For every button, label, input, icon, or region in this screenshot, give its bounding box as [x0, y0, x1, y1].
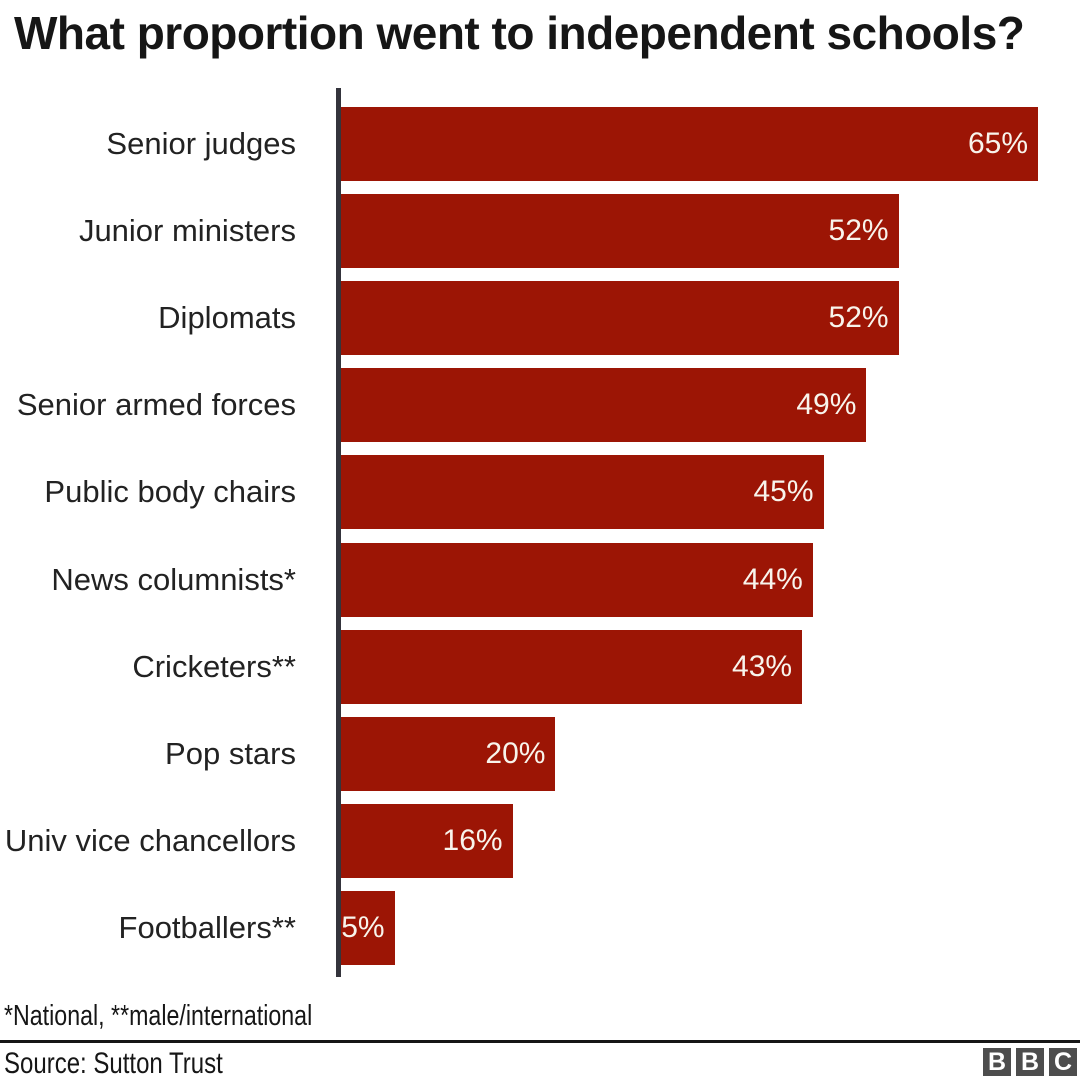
y-axis-line: [336, 88, 341, 977]
value-label: 49%: [796, 388, 857, 422]
value-label: 43%: [732, 649, 793, 683]
chart-row: Senior armed forces 49%: [0, 362, 1080, 449]
category-label: Pop stars: [165, 735, 296, 771]
bar: 45%: [341, 455, 824, 530]
chart-row: Footballers** 5%: [0, 885, 1080, 972]
category-label: Cricketers**: [132, 648, 296, 684]
divider-line: [0, 1040, 1080, 1043]
chart-row: Diplomats 52%: [0, 274, 1080, 361]
chart-title: What proportion went to independent scho…: [14, 7, 1025, 59]
chart-row: Senior judges 65%: [0, 100, 1080, 187]
bar: 44%: [341, 542, 813, 617]
chart-row: News columnists* 44%: [0, 536, 1080, 623]
bar: 20%: [341, 716, 556, 791]
chart-row: Public body chairs 45%: [0, 449, 1080, 536]
value-label: 52%: [828, 213, 889, 247]
value-label: 44%: [742, 562, 803, 596]
bbc-logo-block: B: [1016, 1048, 1044, 1076]
value-label: 52%: [828, 300, 889, 334]
category-label: Univ vice chancellors: [4, 823, 296, 859]
source-text: Source: Sutton Trust: [4, 1047, 223, 1080]
category-label: Public body chairs: [44, 474, 296, 510]
category-label: Junior ministers: [78, 212, 296, 248]
bar: 65%: [341, 106, 1038, 181]
bar: 52%: [341, 193, 899, 268]
value-label: 5%: [341, 911, 385, 945]
bbc-logo-block: B: [983, 1048, 1011, 1076]
category-label: Senior judges: [106, 125, 296, 161]
bar: 5%: [341, 891, 395, 966]
chart-row: Pop stars 20%: [0, 710, 1080, 797]
bar: 49%: [341, 368, 867, 443]
footnote: *National, **male/international: [4, 1000, 313, 1032]
value-label: 20%: [485, 736, 546, 770]
bar: 43%: [341, 629, 803, 704]
category-label: Senior armed forces: [16, 387, 296, 423]
chart-row: Univ vice chancellors 16%: [0, 798, 1080, 885]
value-label: 45%: [753, 475, 814, 509]
category-label: News columnists*: [51, 561, 296, 597]
category-label: Footballers**: [118, 910, 296, 946]
category-label: Diplomats: [158, 299, 296, 335]
bar: 16%: [341, 804, 513, 879]
chart-row: Junior ministers 52%: [0, 187, 1080, 274]
bar: 52%: [341, 280, 899, 355]
value-label: 65%: [967, 126, 1028, 160]
chart-row: Cricketers** 43%: [0, 623, 1080, 710]
bbc-logo-block: C: [1049, 1048, 1077, 1076]
value-label: 16%: [442, 824, 503, 858]
